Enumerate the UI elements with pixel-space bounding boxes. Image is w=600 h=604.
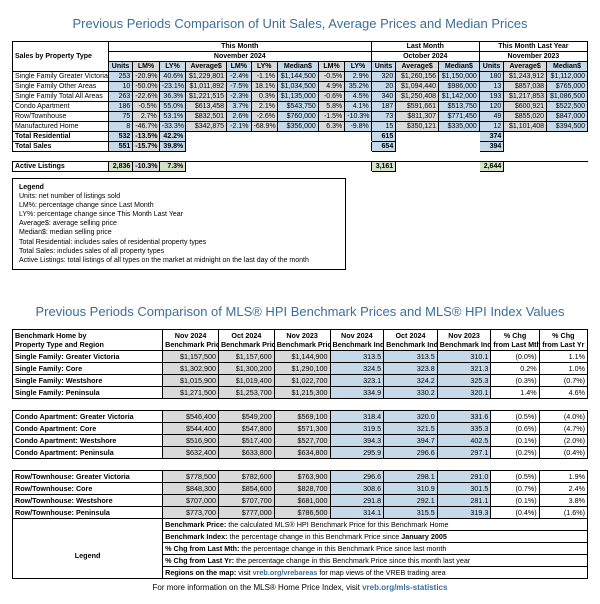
legend-title: Legend <box>19 183 339 192</box>
title-unit-sales: Previous Periods Comparison of Unit Sale… <box>12 16 588 31</box>
legend-unit-sales: Legend Units: net number of listings sol… <box>12 178 346 270</box>
unit-sales-table: Sales by Property TypeThis MonthLast Mon… <box>12 41 588 172</box>
hpi-table: Benchmark Home byProperty Type and Regio… <box>12 329 588 579</box>
title-hpi: Previous Periods Comparison of MLS® HPI … <box>12 304 588 319</box>
footer-note: For more information on the MLS® Home Pr… <box>12 583 588 592</box>
footer-link[interactable]: vreb.org/mls-statistics <box>362 583 447 592</box>
